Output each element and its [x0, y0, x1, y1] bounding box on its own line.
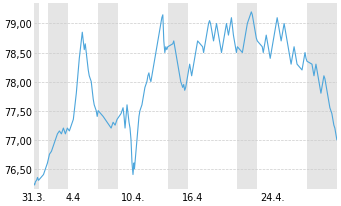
Bar [307, 4, 337, 189]
Bar [48, 4, 68, 189]
Bar [98, 4, 118, 189]
Bar [33, 4, 39, 189]
Bar [237, 4, 257, 189]
Bar [168, 4, 188, 189]
